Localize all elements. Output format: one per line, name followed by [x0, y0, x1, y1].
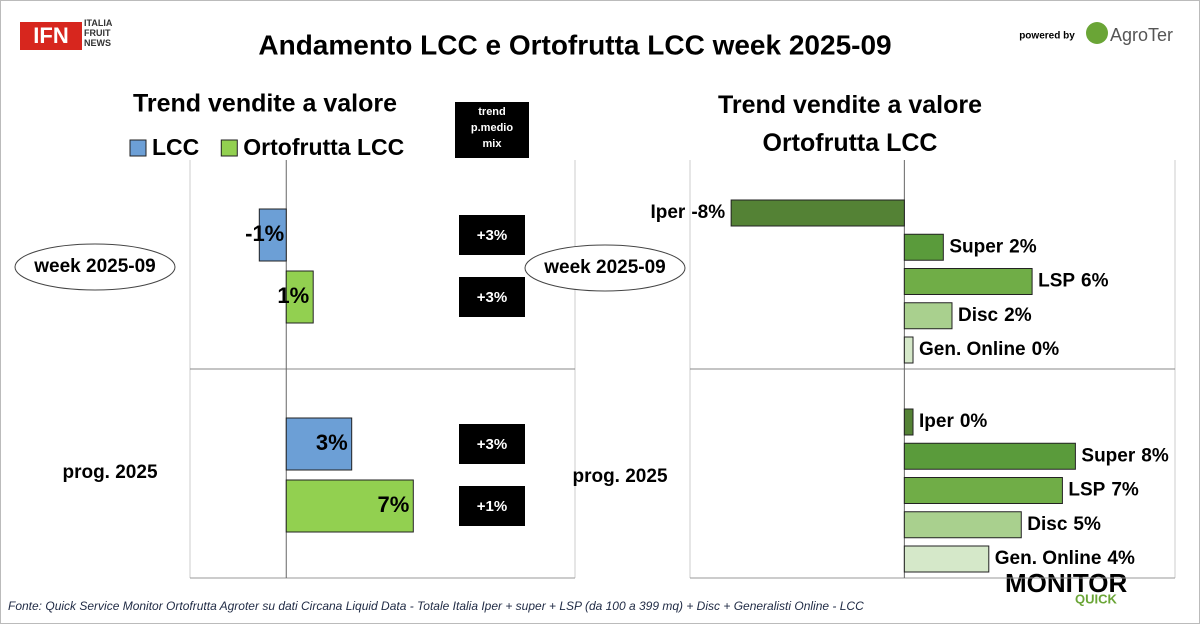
quick: QUICK [1075, 591, 1118, 606]
bar [285, 417, 353, 471]
value-label: 2% [1004, 305, 1032, 326]
brand-icon [1086, 22, 1108, 44]
data-label: Iper 0% [919, 411, 987, 432]
value-label: 8% [1141, 445, 1169, 466]
brand: AgroTer [1110, 25, 1173, 45]
logo-sub: ITALIA FRUIT NEWS [84, 18, 112, 48]
series-name: Super [1081, 445, 1135, 466]
trend-label: +3% [477, 436, 507, 453]
data-label: Disc 5% [1027, 514, 1101, 535]
data-label: LSP 6% [1038, 271, 1109, 292]
data-label: -1% [245, 221, 284, 246]
value-label: 4% [1107, 548, 1135, 569]
category-label: week 2025-09 [33, 256, 156, 277]
data-label: Gen. Online 4% [995, 548, 1135, 569]
bar [903, 545, 990, 573]
data-label: 3% [316, 430, 348, 455]
data-label: Disc 2% [958, 305, 1032, 326]
series-name: Disc [1027, 514, 1068, 535]
series-name: LSP [1038, 271, 1075, 292]
right-title-box: Trend vendite a valore Ortofrutta LCC [718, 91, 982, 157]
bar [258, 208, 287, 262]
bar [903, 233, 944, 261]
bar [903, 477, 1063, 504]
bar [285, 270, 314, 324]
value-label: 0% [1032, 339, 1060, 360]
series-name: Gen. Online [919, 339, 1026, 360]
bar [730, 199, 905, 227]
legend-label: Ortofrutta LCC [243, 134, 404, 160]
data-label: Gen. Online 0% [919, 339, 1059, 360]
series-name: Disc [958, 305, 999, 326]
chart-title: Trend vendite a valore Ortofrutta LCC [718, 91, 982, 157]
data-label: 7% [378, 492, 410, 517]
series-name: LSP [1068, 480, 1105, 501]
trend-header: trend p.medio mix [455, 102, 529, 158]
trend-box [459, 424, 525, 464]
data-label: Super 8% [1081, 445, 1168, 466]
bar [903, 511, 1022, 539]
series-name: Iper [650, 202, 685, 223]
value-label: 7% [1111, 480, 1139, 501]
trend-box [459, 215, 525, 255]
category-label: prog. 2025 [572, 466, 667, 487]
logo-sub-box: ITALIA FRUIT NEWS [84, 18, 112, 48]
bar [903, 302, 953, 330]
value-label: 0% [960, 411, 988, 432]
bar [903, 408, 914, 436]
bar [903, 336, 914, 364]
category-ellipse [524, 244, 686, 292]
value-label: 2% [1009, 236, 1037, 257]
data-label: Super 2% [949, 236, 1036, 257]
chart-title: Trend vendite a valore [133, 90, 397, 118]
source-note: Fonte: Quick Service Monitor Ortofrutta … [8, 599, 864, 613]
legend-label: LCC [152, 134, 199, 160]
series-name: Gen. Online [995, 548, 1102, 569]
trend-header-box: trend p.medio mix [455, 102, 529, 158]
series-name: Super [949, 236, 1003, 257]
trend-box [459, 277, 525, 317]
bar [903, 268, 1033, 295]
legend-swatch [220, 139, 238, 157]
trend-label: +3% [477, 227, 507, 244]
monitor: MONITOR [1005, 568, 1128, 598]
category-label: prog. 2025 [62, 462, 157, 483]
logo: IFN [33, 23, 68, 48]
category-label: week 2025-09 [543, 257, 666, 278]
trend-box [459, 486, 525, 526]
value-label: -8% [691, 202, 725, 223]
series-name: Iper [919, 411, 954, 432]
category-ellipse [14, 243, 176, 291]
trend-label: +1% [477, 498, 507, 515]
bar [285, 479, 414, 533]
value-label: 5% [1073, 514, 1101, 535]
data-label: Iper -8% [650, 202, 725, 223]
value-label: 6% [1081, 271, 1109, 292]
trend-label: +3% [477, 289, 507, 306]
page-title: Andamento LCC e Ortofrutta LCC week 2025… [258, 29, 891, 60]
logo-box [20, 22, 82, 50]
legend-swatch [129, 139, 147, 157]
data-label: 1% [277, 283, 309, 308]
data-label: LSP 7% [1068, 480, 1139, 501]
bar [903, 442, 1076, 470]
powered-by: powered by [1019, 31, 1075, 42]
